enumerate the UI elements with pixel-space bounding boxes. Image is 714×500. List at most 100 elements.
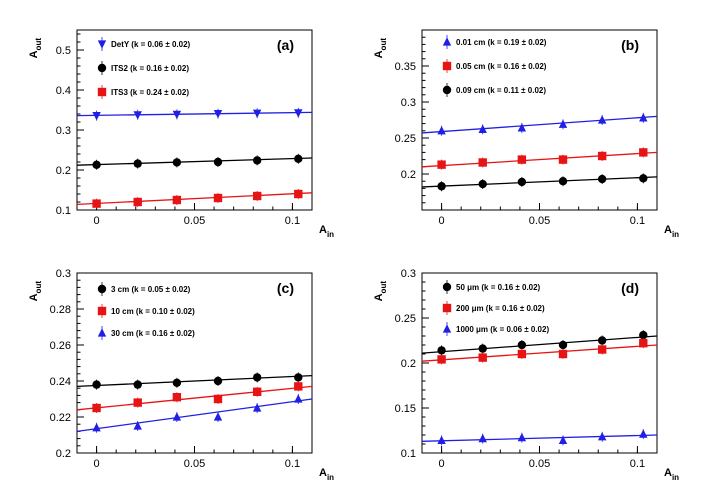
data-point [558, 177, 568, 186]
y-tick-label: 0.2 [401, 358, 416, 370]
fit-line [76, 157, 313, 166]
panel-label: (d) [621, 280, 639, 296]
fit-line [76, 111, 313, 117]
data-point [213, 394, 223, 404]
legend: 0.01 cm (k = 0.19 ± 0.02) 0.05 cm (k = 0.… [442, 35, 547, 97]
data-point [517, 177, 527, 187]
panel-label: (a) [277, 37, 294, 53]
data-point [437, 182, 446, 191]
data-point [294, 109, 303, 118]
fit-line [421, 115, 658, 134]
data-point [133, 111, 142, 120]
data-point [639, 330, 648, 340]
legend-label: DetY (k = 0.06 ± 0.02) [111, 40, 191, 49]
legend-label: 0.01 cm (k = 0.19 ± 0.02) [456, 38, 547, 47]
series-1 [421, 112, 658, 136]
data-point [478, 179, 487, 189]
data-point [558, 155, 568, 164]
fit-line [76, 192, 313, 206]
x-axis-title: Ain [319, 224, 334, 239]
data-point [517, 349, 527, 359]
legend-label: 0.05 cm (k = 0.16 ± 0.02) [456, 62, 547, 71]
fit-line [421, 434, 658, 442]
legend-label: ITS2 (k = 0.16 ± 0.02) [111, 64, 189, 73]
series-3 [76, 394, 313, 433]
legend-marker [97, 87, 107, 97]
data-point [92, 199, 101, 208]
legend-marker [442, 85, 452, 95]
data-point [437, 126, 446, 135]
x-tick-label: 0 [94, 215, 100, 227]
data-point [437, 435, 446, 444]
y-tick-label: 0.28 [50, 304, 71, 316]
legend-label: 50 μm (k = 0.16 ± 0.02) [456, 283, 541, 292]
data-point [172, 378, 182, 387]
y-tick-label: 0.3 [401, 97, 416, 109]
data-point [92, 160, 101, 169]
y-tick-label: 0.3 [56, 125, 71, 137]
x-tick-label: 0 [439, 215, 445, 227]
data-point [639, 174, 648, 183]
data-point [133, 197, 142, 207]
panel-a: 0 0.05 0.1 0.1 0.2 0.3 0.4 0.5 Aout Ain (a) DetY (k… [28, 29, 334, 239]
series-2 [76, 153, 313, 170]
legend-label: 3 cm (k = 0.05 ± 0.02) [111, 285, 191, 294]
y-tick-label: 0.1 [401, 448, 416, 460]
legend-marker [97, 306, 107, 316]
y-axis-title-sub: out [379, 38, 388, 51]
data-point [478, 353, 487, 362]
data-point [133, 421, 142, 430]
y-tick-label: 0.2 [401, 169, 416, 181]
data-point [437, 355, 446, 364]
y-axis-title-sub: out [379, 281, 388, 294]
data-point [172, 195, 182, 205]
x-tick-label: 0.05 [529, 458, 550, 470]
fit-line [421, 344, 658, 362]
data-point [133, 380, 142, 389]
y-tick-label: 0.24 [50, 376, 71, 388]
x-tick-label: 0.05 [184, 215, 205, 227]
data-point [92, 403, 101, 413]
y-tick-label: 0.25 [395, 133, 416, 145]
data-point [478, 344, 487, 353]
fit-line [421, 335, 658, 354]
plot-frame [421, 29, 658, 211]
data-point [437, 346, 446, 355]
fit-line [76, 385, 313, 411]
data-point [294, 189, 303, 199]
legend-marker [97, 284, 107, 294]
y-tick-label: 0.15 [395, 403, 416, 415]
x-tick-label: 0.1 [630, 458, 645, 470]
data-point [517, 340, 527, 350]
y-tick-label: 0.3 [56, 268, 71, 280]
x-tick-label: 0.1 [285, 215, 300, 227]
fit-line [76, 398, 313, 433]
x-axis-title: Ain [664, 224, 679, 239]
data-point [558, 340, 568, 350]
data-point [478, 124, 487, 133]
fit-line [76, 374, 313, 388]
plot-frame [421, 272, 658, 454]
y-axis-title-sub: out [34, 38, 43, 51]
data-point [92, 380, 101, 389]
legend-marker [97, 328, 107, 337]
data-point [294, 394, 303, 403]
data-point [517, 155, 527, 164]
data-point [597, 174, 607, 184]
legend: 3 cm (k = 0.05 ± 0.02) 10 cm (k = 0.10 ± … [97, 282, 195, 340]
y-axis-title-sub: out [34, 281, 43, 294]
y-tick-label: 0.2 [56, 165, 71, 177]
data-point [639, 113, 648, 122]
x-axis-title: Ain [664, 467, 679, 482]
legend-marker [442, 61, 452, 71]
x-axis-title: Ain [319, 467, 334, 482]
legend-marker [97, 40, 107, 49]
series-1 [421, 330, 658, 356]
legend-marker [442, 282, 452, 292]
x-axis-title-sub: in [672, 230, 679, 239]
series-3 [76, 189, 313, 209]
data-point [597, 151, 607, 161]
data-point [213, 412, 223, 421]
x-axis-title-sub: in [327, 473, 334, 482]
